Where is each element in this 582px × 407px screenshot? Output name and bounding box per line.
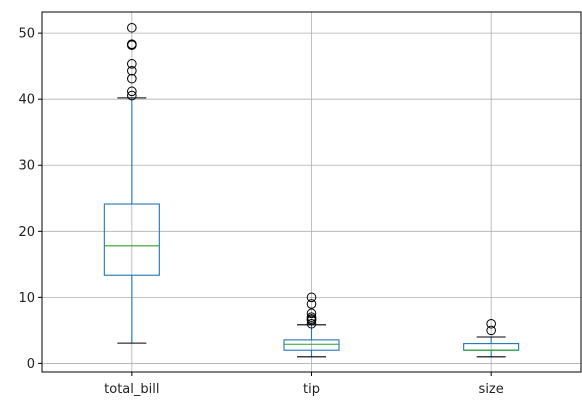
outlier-point — [306, 292, 317, 303]
box-group-total_bill — [103, 22, 160, 344]
y-tick-label: 20 — [18, 225, 35, 240]
outlier-point — [306, 312, 317, 322]
outlier-point — [127, 90, 137, 101]
outlier-point — [127, 73, 137, 84]
x-tick-label: total_bill — [104, 382, 159, 397]
y-tick-label: 40 — [18, 93, 35, 108]
y-tick-label: 50 — [18, 27, 35, 42]
tick-layer: 0 10 20 30 40 50 total_bill tip size — [18, 27, 503, 397]
outlier-point — [306, 318, 317, 329]
plot-frame — [41, 11, 582, 373]
outlier-point — [127, 39, 137, 49]
outlier-point — [127, 86, 137, 97]
y-tick-label: 10 — [18, 291, 35, 306]
outlier-point — [486, 325, 496, 336]
y-tick-label: 30 — [18, 159, 35, 174]
outlier-point — [306, 299, 317, 309]
y-tick-label: 0 — [27, 357, 35, 372]
outlier-point — [306, 308, 317, 319]
box-group-tip — [283, 292, 340, 358]
outlier-point — [127, 59, 137, 69]
iqr-box — [283, 339, 340, 351]
x-tick-label: size — [479, 382, 504, 397]
outlier-point — [127, 22, 137, 33]
iqr-box — [103, 203, 160, 276]
box-group-size — [463, 318, 520, 358]
outlier-point — [486, 318, 496, 329]
box-layer — [103, 22, 520, 358]
outlier-point — [127, 65, 137, 76]
x-tick-label: tip — [303, 382, 320, 397]
